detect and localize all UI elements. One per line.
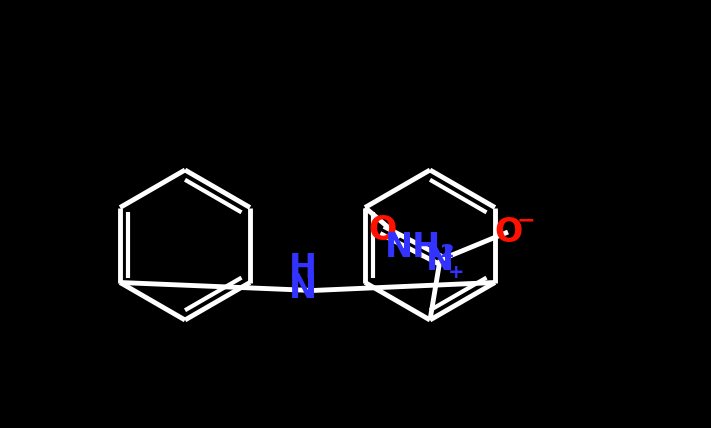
Text: NH₂: NH₂ [385,231,456,264]
Text: +: + [448,262,464,282]
Text: −: − [517,210,535,230]
Text: O: O [494,216,522,249]
Text: N: N [289,272,316,305]
Text: O: O [368,214,396,247]
Text: H: H [289,252,316,285]
Text: N: N [426,244,454,276]
